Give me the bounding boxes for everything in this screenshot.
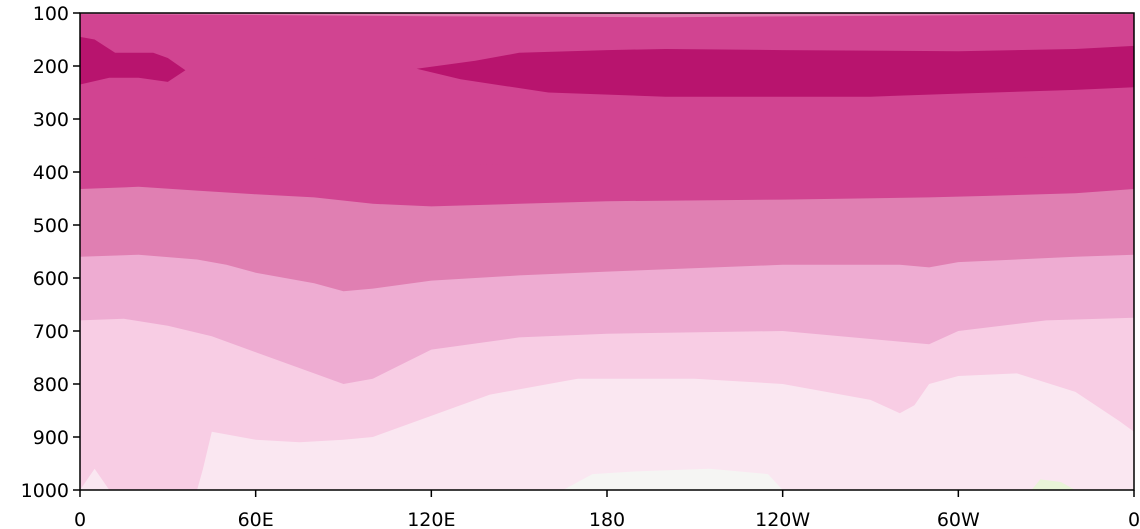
x-tick-label: 0: [74, 509, 86, 529]
y-axis: 100 200 300 400 500 600 700 800 900 1000: [21, 3, 80, 502]
y-tick-label: 700: [33, 321, 69, 343]
x-tick-label: 60W: [937, 509, 980, 529]
y-tick-label: 400: [33, 162, 69, 184]
y-tick-label: 900: [33, 427, 69, 449]
contour-fill-group: [80, 13, 1134, 490]
y-tick-label: 500: [33, 215, 69, 237]
contour-band-level-top-dark: [80, 13, 186, 85]
contour-band-level-6: [80, 373, 1134, 490]
x-axis: 0 60E 120E 180 120W 60W 0: [74, 490, 1140, 529]
y-tick-label: 100: [33, 3, 69, 25]
y-tick-label: 800: [33, 374, 69, 396]
y-tick-label: 600: [33, 268, 69, 290]
contour-band-top-edge: [80, 13, 1134, 18]
contour-band-level-top-dark-east: [416, 45, 1134, 97]
contour-band-level-8: [1031, 479, 1076, 490]
y-tick-label: 200: [33, 56, 69, 78]
x-tick-label: 0: [1128, 509, 1140, 529]
y-tick-label: 300: [33, 109, 69, 131]
x-tick-label: 120W: [755, 509, 810, 529]
x-tick-label: 60E: [238, 509, 274, 529]
x-tick-label: 180: [589, 509, 625, 529]
x-tick-label: 120E: [407, 509, 455, 529]
contour-band-level-7: [563, 468, 783, 490]
y-tick-label: 1000: [21, 480, 69, 502]
